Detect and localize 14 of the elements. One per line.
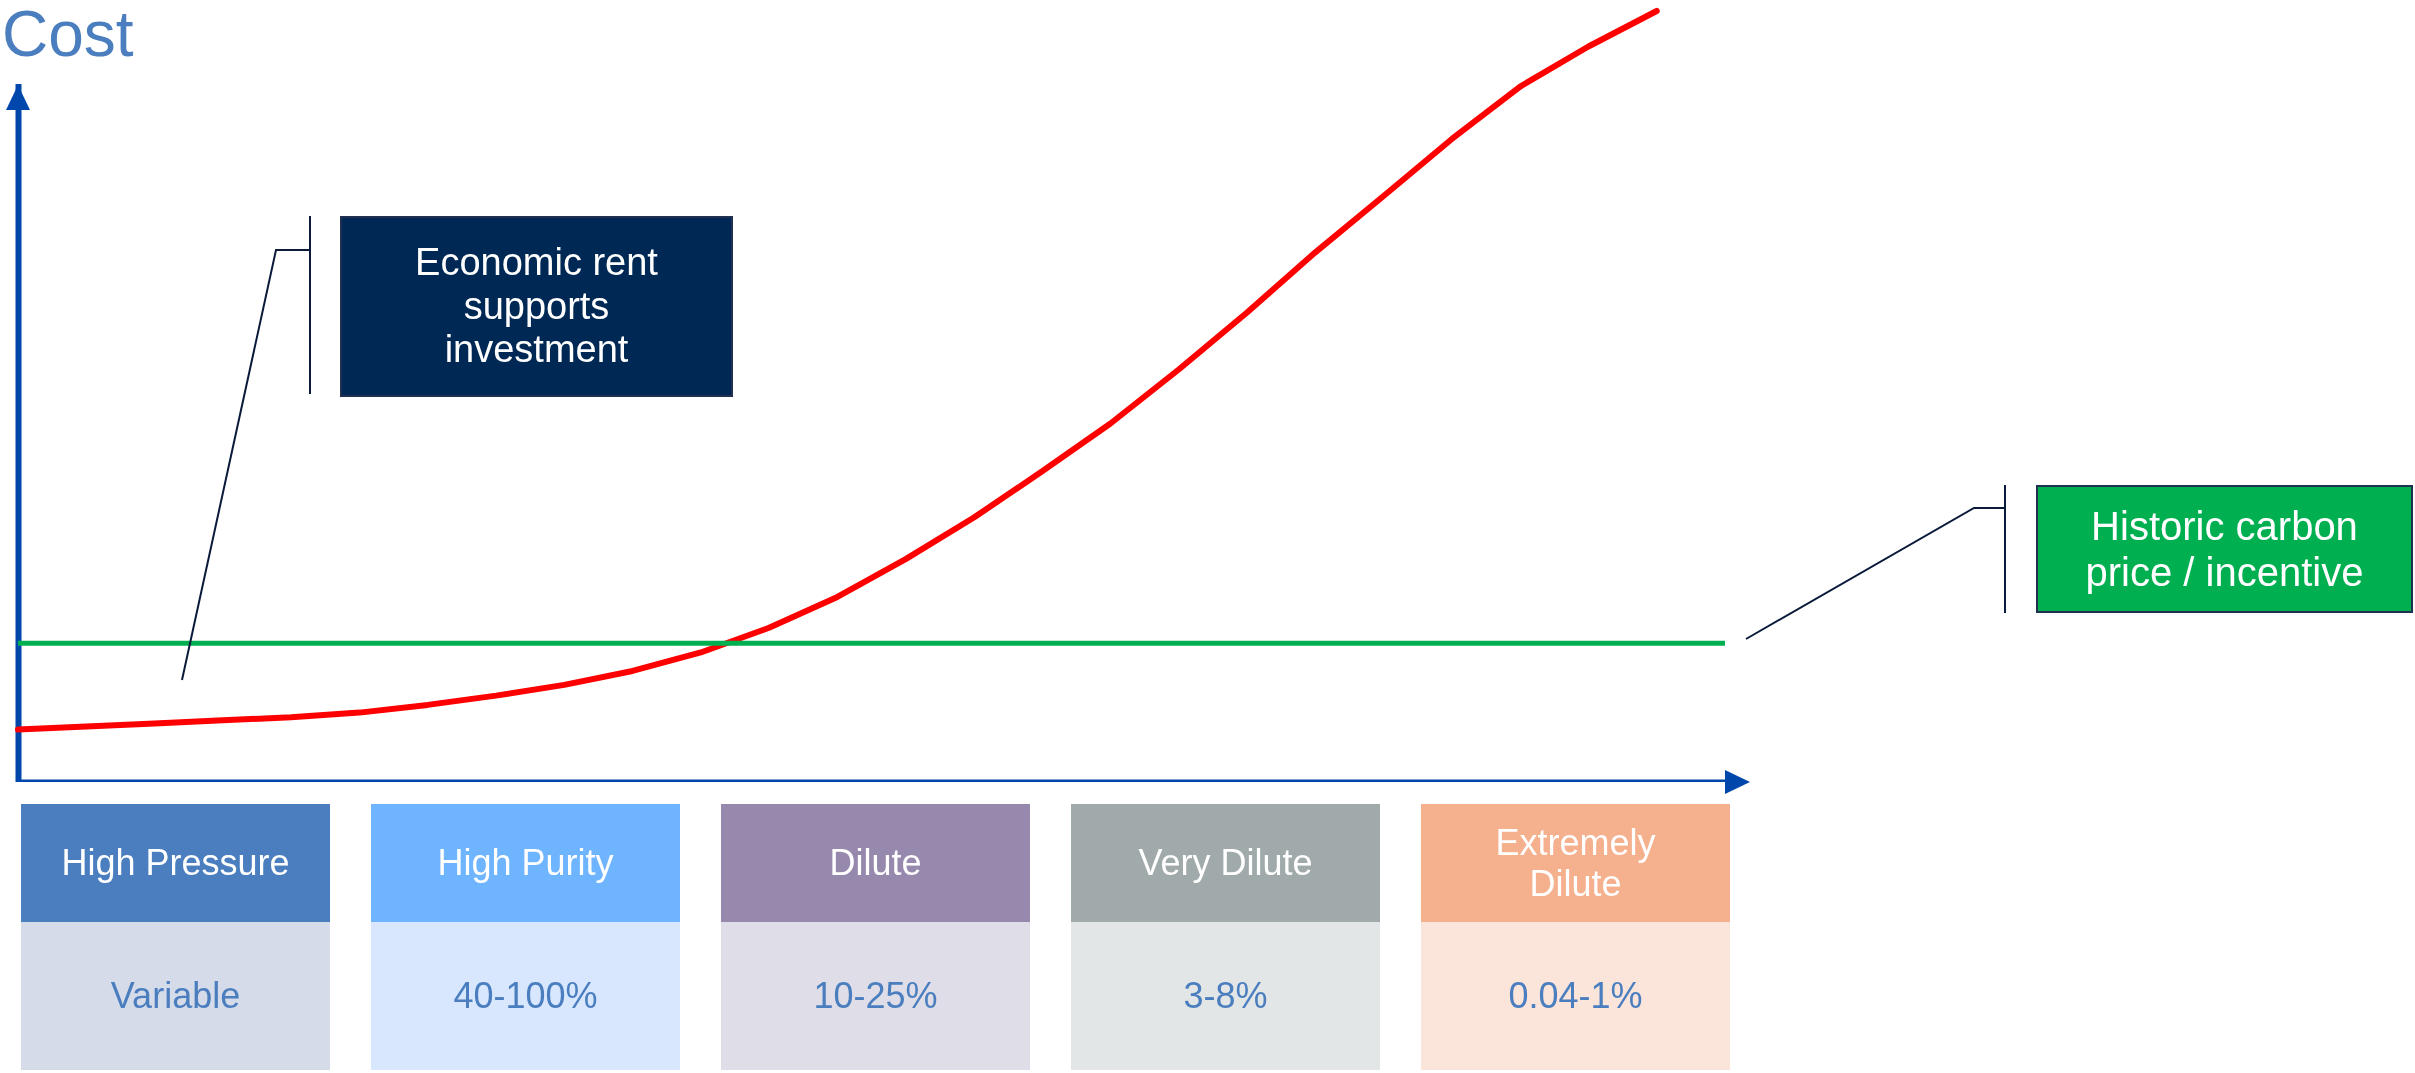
y-axis-title: Cost <box>2 0 134 70</box>
text: 3-8% <box>1071 922 1380 1070</box>
note-box: Historic carbon price / incentive <box>2036 485 2413 613</box>
text: 40-100% <box>371 922 680 1070</box>
text: 10-25% <box>721 922 1030 1070</box>
text: Variable <box>21 922 330 1070</box>
text: High Purity <box>371 804 680 922</box>
text: 0.04-1% <box>1421 922 1730 1070</box>
text: Very Dilute <box>1071 804 1380 922</box>
text: Extremely Dilute <box>1421 804 1730 922</box>
note-box: Economic rent supports investment <box>340 216 733 397</box>
text: Dilute <box>721 804 1030 922</box>
annotation: Economic rent supports investment <box>414 240 659 373</box>
text: High Pressure <box>21 804 330 922</box>
